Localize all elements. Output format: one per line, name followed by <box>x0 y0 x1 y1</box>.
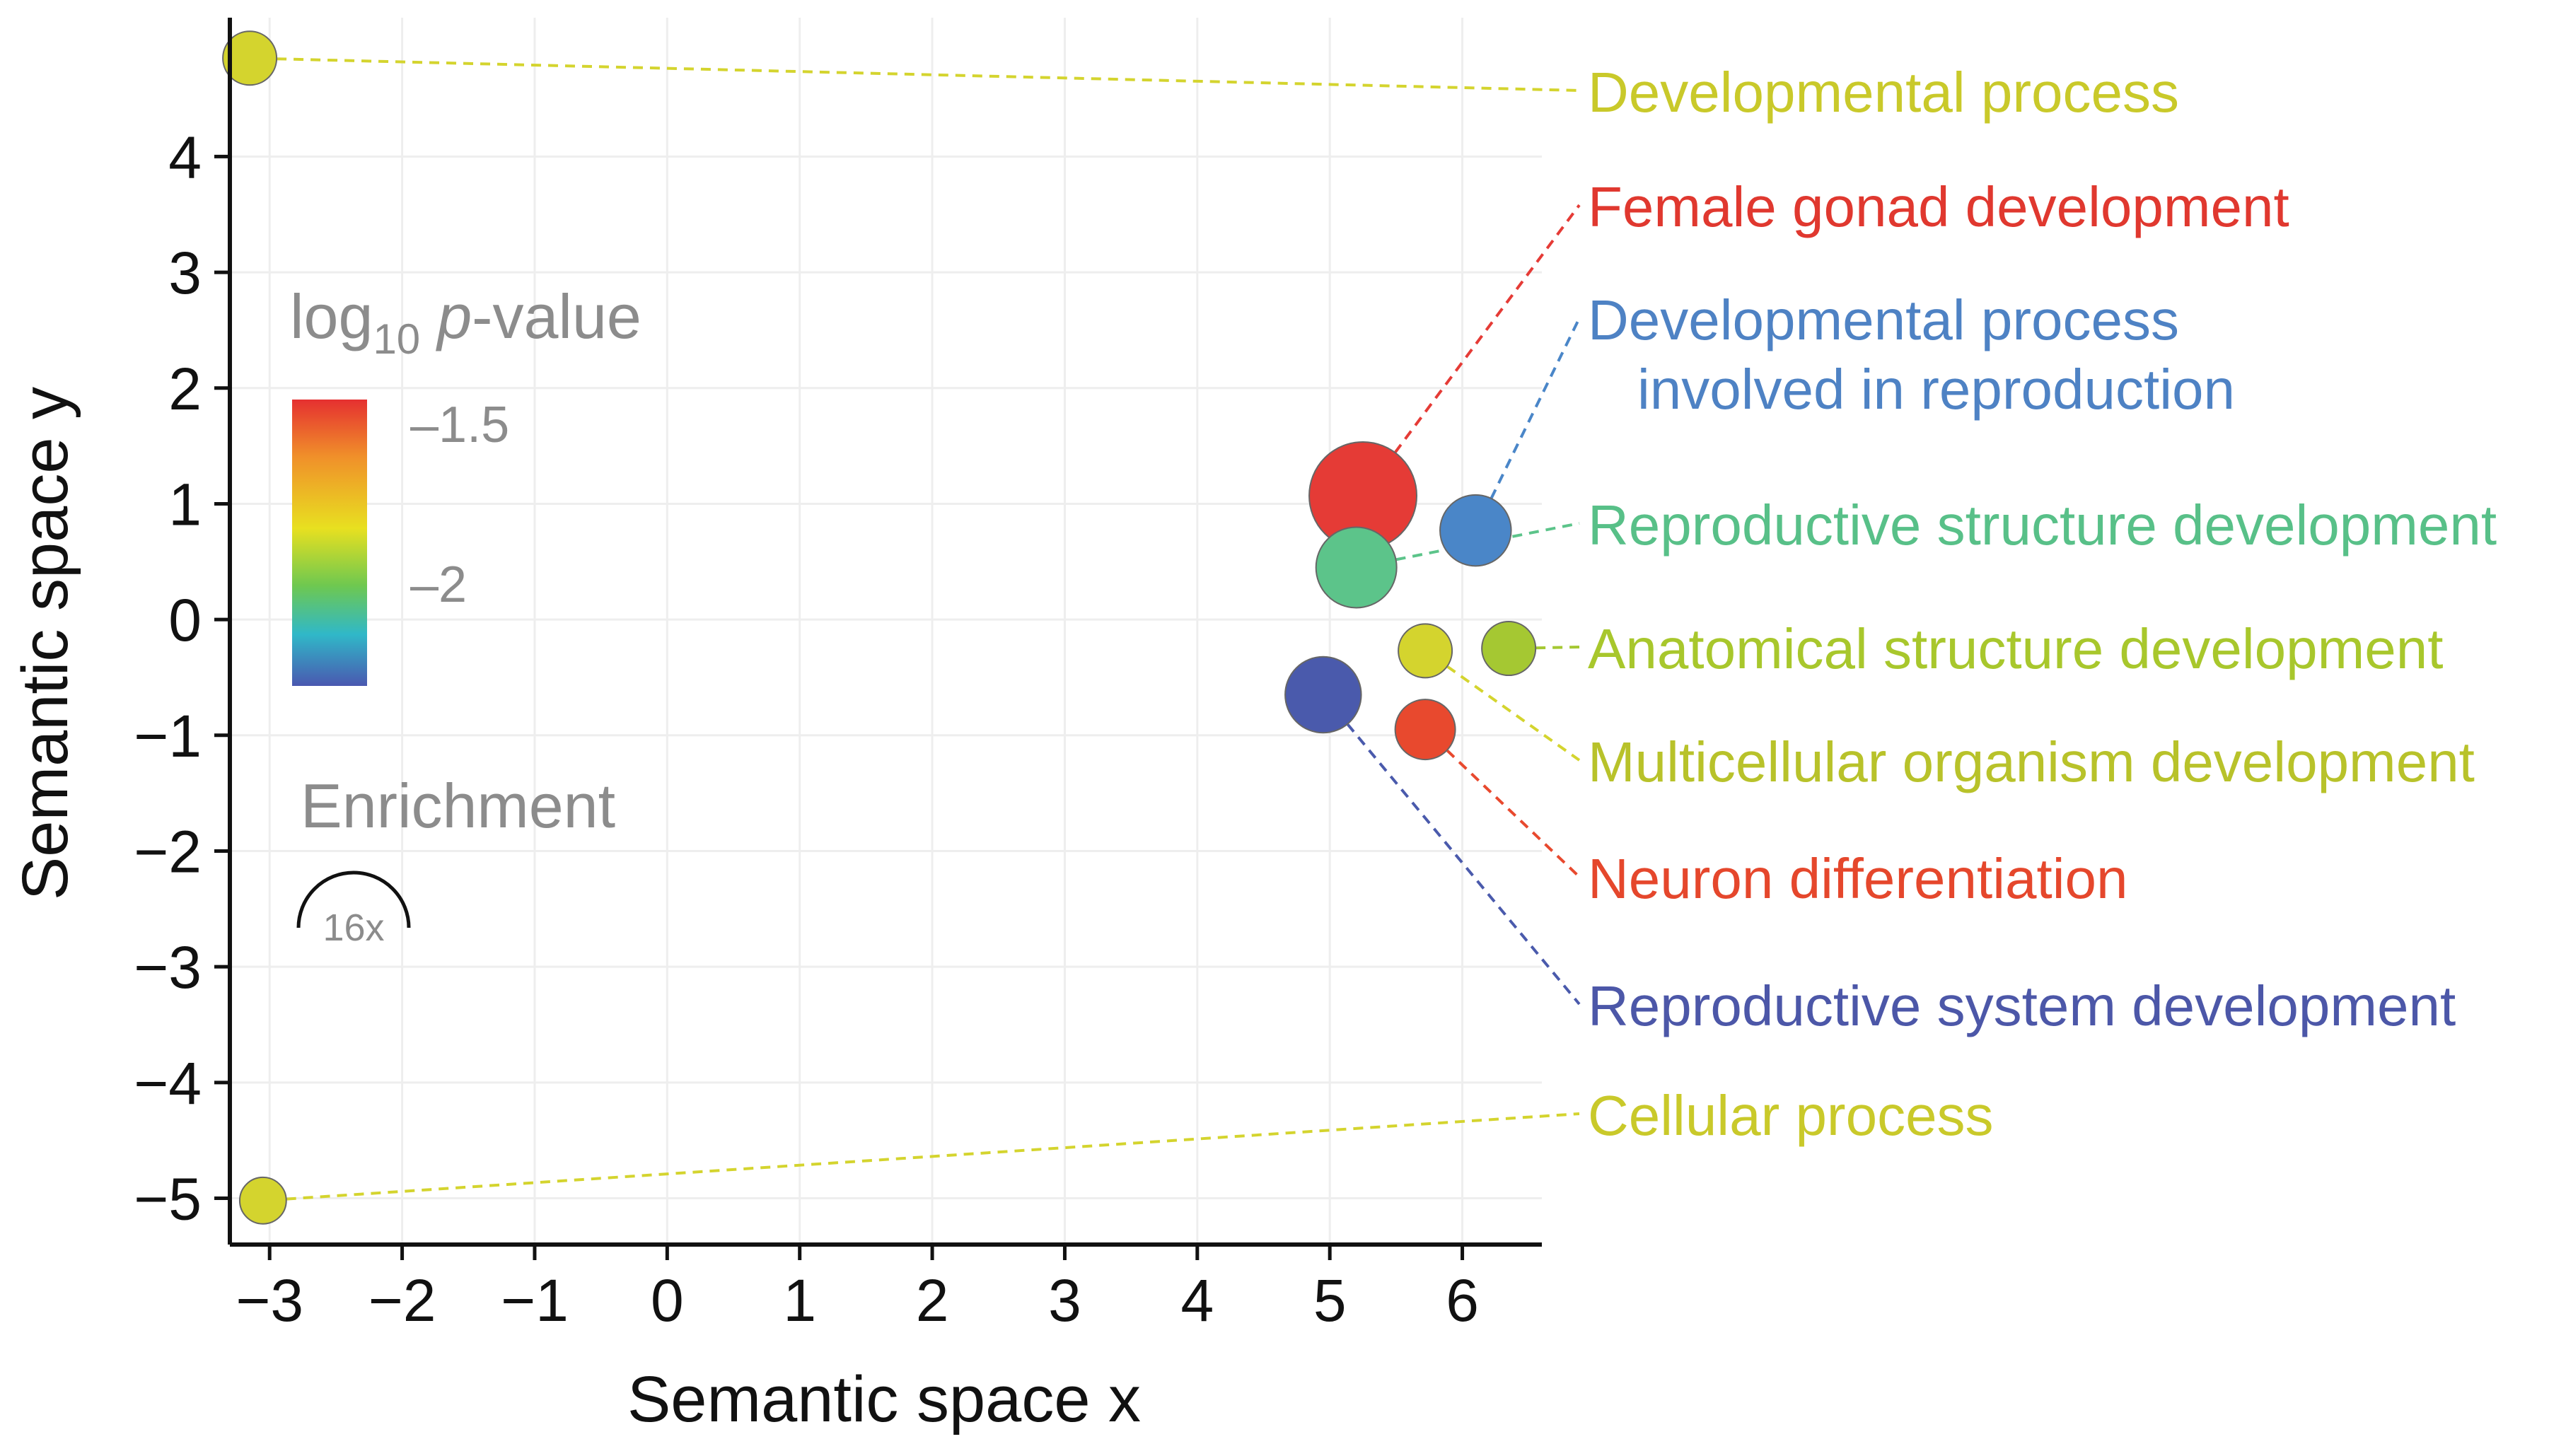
x-tick-label: 6 <box>1446 1267 1479 1334</box>
data-point <box>1398 623 1453 679</box>
data-point <box>1439 494 1512 567</box>
x-tick-label: −2 <box>368 1267 436 1334</box>
point-label: Reproductive structure development <box>1588 494 2497 557</box>
color-legend-title-log: log <box>290 281 373 351</box>
x-tick-label: 2 <box>916 1267 949 1334</box>
y-axis-title: Semantic space y <box>9 387 81 900</box>
connector-line <box>277 57 1580 92</box>
color-scale-label-high: –1.5 <box>410 397 509 453</box>
point-labels: Developmental process Female gonad develo… <box>1588 61 2497 1147</box>
x-tick-label: 0 <box>651 1267 684 1334</box>
point-label-line: involved in reproduction <box>1637 358 2235 421</box>
point-label-line: Reproductive structure development <box>1588 494 2497 557</box>
size-legend-title: Enrichment <box>301 771 615 841</box>
connector-line <box>286 1112 1580 1201</box>
point-label-line: Reproductive system development <box>1588 974 2456 1037</box>
data-point <box>1481 621 1537 677</box>
y-tick-label: 3 <box>168 240 202 306</box>
connector-line <box>1490 318 1581 499</box>
y-tick-label: 0 <box>168 587 202 653</box>
point-label: Reproductive system development <box>1588 974 2456 1037</box>
data-point <box>1315 526 1398 609</box>
y-tick-label: −1 <box>134 703 202 769</box>
y-tick-label: 2 <box>168 356 202 422</box>
x-axis-title: Semantic space x <box>627 1363 1141 1435</box>
point-label-line: Developmental process <box>1588 61 2179 124</box>
color-legend-title-p: p <box>435 281 472 351</box>
color-scale-label-low: –2 <box>410 557 467 613</box>
point-label: Multicellular organism development <box>1588 730 2475 793</box>
point-label: Cellular process <box>1588 1084 1994 1147</box>
point-label: Developmental process <box>1588 61 2179 124</box>
point-label-line: Multicellular organism development <box>1588 730 2475 793</box>
data-point <box>1284 656 1362 734</box>
connector-line <box>1393 204 1581 454</box>
point-label: Anatomical structure development <box>1588 617 2444 680</box>
point-label-line: Developmental process <box>1588 289 2179 351</box>
point-label-line: Female gonad development <box>1588 175 2289 238</box>
x-tick-label: −3 <box>236 1267 303 1334</box>
y-tick-label: −2 <box>134 818 202 885</box>
size-legend-label: 16x <box>323 907 384 949</box>
y-tick-label: −4 <box>134 1050 202 1117</box>
point-label: Female gonad development <box>1588 175 2289 238</box>
x-tick-label: −1 <box>501 1267 569 1334</box>
data-point <box>222 30 278 86</box>
point-label: Developmental process involved in reprodu… <box>1588 289 2235 421</box>
point-label-line: Cellular process <box>1588 1084 1994 1147</box>
connector-line <box>1446 749 1581 878</box>
size-legend-circle <box>296 870 411 928</box>
data-points <box>222 30 1537 1225</box>
connector-line <box>1446 665 1581 762</box>
legend: log10 p-value –1.5 –2 Enrichment 16x <box>290 281 641 949</box>
point-label-line: Neuron differentiation <box>1588 847 2127 910</box>
y-tick-label: 1 <box>168 471 202 537</box>
point-label-line: Anatomical structure development <box>1588 617 2444 680</box>
connector-line <box>1535 646 1580 650</box>
label-connectors <box>277 57 1581 1201</box>
y-tick-label: −3 <box>134 934 202 1001</box>
connector-line <box>1346 723 1581 1006</box>
y-tick-label: 4 <box>168 124 202 190</box>
color-scale-bar <box>292 400 367 686</box>
color-legend-title: log10 p-value <box>290 281 641 363</box>
point-label: Neuron differentiation <box>1588 847 2127 910</box>
y-tick-label: −5 <box>134 1166 202 1233</box>
color-legend-title-rest: -value <box>472 281 641 351</box>
data-point <box>238 1176 287 1225</box>
x-tick-label: 4 <box>1180 1267 1214 1334</box>
x-tick-label: 5 <box>1313 1267 1347 1334</box>
data-point <box>1394 699 1456 761</box>
x-tick-label: 3 <box>1048 1267 1081 1334</box>
x-tick-label: 1 <box>783 1267 816 1334</box>
grid <box>230 18 1542 1245</box>
axes: −3 −2 −1 0 1 2 3 4 5 6 −5 −4 −3 −2 −1 0 1 2 3 4 <box>134 18 1542 1334</box>
color-legend-title-sub: 10 <box>373 315 420 363</box>
